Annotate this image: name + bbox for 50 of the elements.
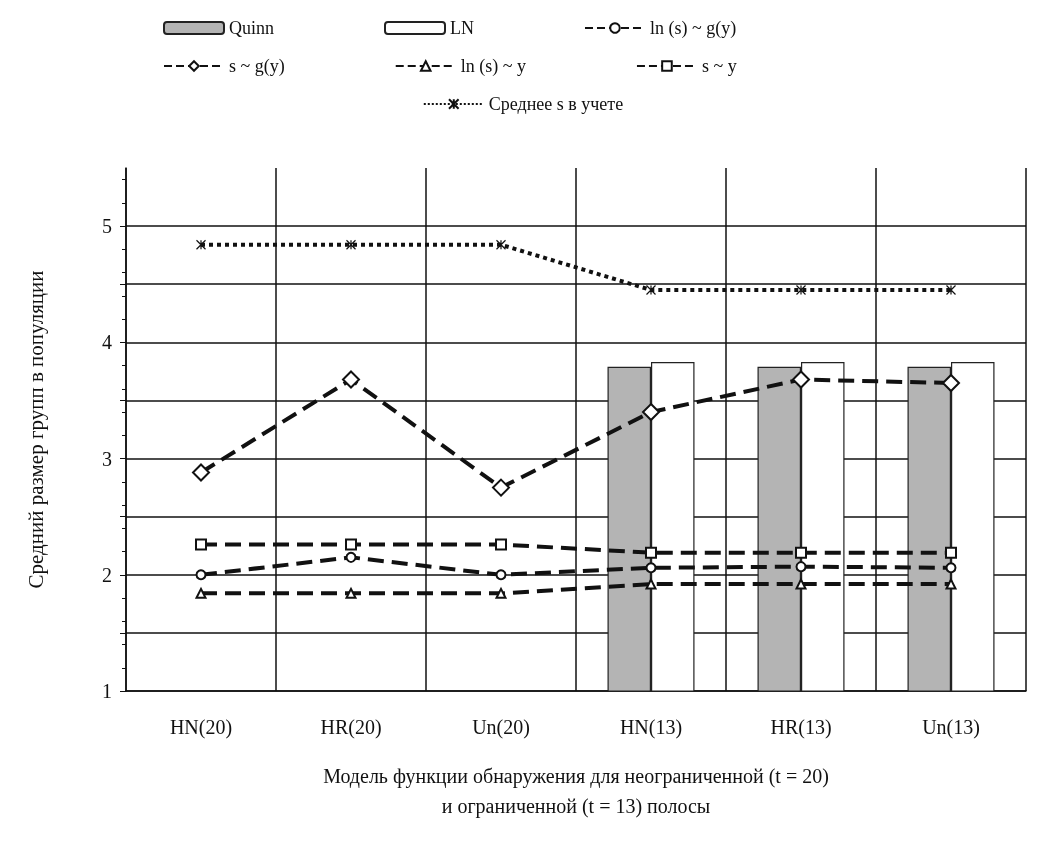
point (645, 578, 657, 590)
point (495, 239, 507, 250)
point (645, 546, 657, 559)
legend-label: LN (450, 18, 474, 38)
point (345, 551, 357, 563)
point (342, 370, 360, 389)
point (195, 569, 207, 581)
point (192, 463, 210, 482)
point (495, 587, 507, 599)
point (795, 284, 807, 296)
point (345, 538, 357, 551)
x-tick-label: HN(13) (619, 716, 683, 739)
point (945, 562, 957, 574)
x-tick-label: Un(13) (922, 716, 980, 739)
y-axis-title: Средний размер групп в популяции (23, 270, 48, 589)
point (195, 538, 207, 551)
point (195, 239, 207, 250)
legend-label: ln (s) ~ y (460, 56, 526, 77)
y-tick-label: 3 (102, 447, 112, 470)
legend-label: Quinn (229, 18, 274, 38)
point (645, 284, 657, 296)
y-tick-label: 4 (102, 331, 112, 354)
x-tick-label: HR(13) (770, 716, 832, 739)
x-tick-label: HN(20) (169, 716, 233, 739)
point (792, 370, 810, 389)
point (942, 374, 960, 393)
legend-label: Среднее s в учете (488, 94, 624, 114)
legend-label: s ~ g(y) (229, 56, 285, 77)
x-axis-title: Модель функции обнаружения для неограниченной (t = 20) и ограниченной (t = 13) полосы (323, 765, 829, 818)
x-tick-label: HR(20) (320, 716, 382, 739)
point (195, 587, 207, 599)
point (345, 587, 357, 599)
y-tick-label: 1 (102, 680, 112, 702)
point (795, 561, 807, 573)
point (645, 562, 657, 574)
y-tick-label: 2 (102, 563, 112, 586)
point (642, 403, 660, 422)
point (945, 546, 957, 559)
x-tick-label: Un(20) (472, 716, 530, 739)
point (795, 546, 807, 559)
point (492, 478, 510, 497)
legend-label: ln (s) ~ g(y) (649, 18, 737, 39)
point (795, 578, 807, 590)
point (945, 284, 957, 296)
y-tick-label: 5 (102, 215, 112, 238)
point (495, 569, 507, 581)
point (345, 239, 357, 250)
legend-label: s ~ y (701, 56, 737, 76)
point (495, 538, 507, 551)
point (945, 578, 957, 590)
